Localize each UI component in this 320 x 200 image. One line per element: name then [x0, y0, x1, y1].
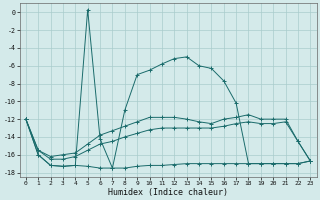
X-axis label: Humidex (Indice chaleur): Humidex (Indice chaleur)	[108, 188, 228, 197]
